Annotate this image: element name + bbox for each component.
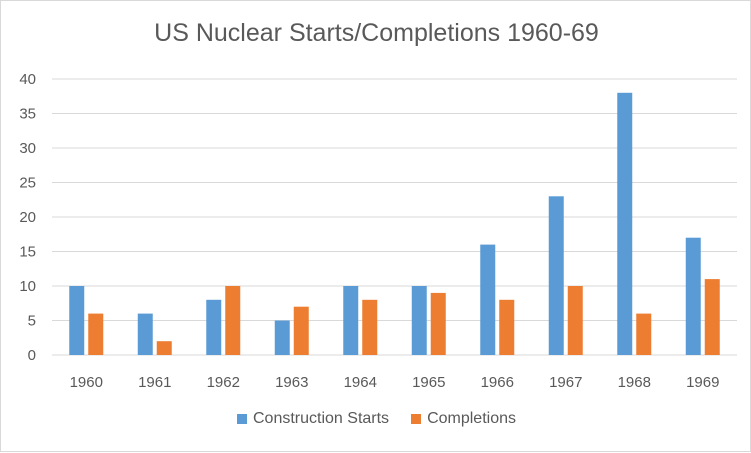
x-tick-label: 1968 <box>618 374 651 391</box>
legend-swatch-construction-starts <box>237 414 247 424</box>
y-tick-label: 10 <box>19 278 36 295</box>
bar-construction-starts-1968 <box>617 92 633 356</box>
bar-construction-starts-1964 <box>343 286 359 355</box>
bar-completions-1968 <box>636 313 652 355</box>
y-tick-label: 25 <box>19 175 36 192</box>
bar-completions-1963 <box>293 306 309 355</box>
x-tick-label: 1965 <box>412 374 445 391</box>
chart-legend: Construction Starts Completions <box>1 410 751 428</box>
chart-title: US Nuclear Starts/Completions 1960-69 <box>154 19 599 47</box>
y-tick-label: 30 <box>19 140 36 157</box>
x-tick-label: 1969 <box>686 374 719 391</box>
legend-label-completions: Completions <box>427 410 516 427</box>
bar-construction-starts-1960 <box>69 286 85 355</box>
bar-completions-1962 <box>225 286 241 355</box>
y-tick-label: 35 <box>19 106 36 123</box>
bar-construction-starts-1965 <box>411 286 427 355</box>
bar-completions-1966 <box>499 299 515 355</box>
bar-construction-starts-1966 <box>480 244 496 355</box>
y-tick-label: 15 <box>19 244 36 261</box>
bar-construction-starts-1969 <box>685 237 701 355</box>
x-tick-label: 1967 <box>549 374 582 391</box>
x-tick-label: 1966 <box>481 374 514 391</box>
legend-item-completions: Completions <box>411 410 516 428</box>
x-tick-label: 1962 <box>207 374 240 391</box>
x-tick-label: 1964 <box>344 374 377 391</box>
x-tick-label: 1960 <box>70 374 103 391</box>
bar-completions-1961 <box>156 341 172 355</box>
bar-construction-starts-1967 <box>548 196 564 355</box>
y-tick-label: 5 <box>28 313 36 330</box>
legend-item-construction-starts: Construction Starts <box>237 410 389 428</box>
x-tick-label: 1961 <box>138 374 171 391</box>
y-tick-label: 40 <box>19 71 36 88</box>
bar-construction-starts-1961 <box>137 313 153 355</box>
bar-completions-1967 <box>567 286 583 355</box>
legend-label-construction-starts: Construction Starts <box>253 410 390 427</box>
bar-construction-starts-1963 <box>274 320 290 355</box>
y-tick-label: 20 <box>19 209 36 226</box>
bar-completions-1969 <box>704 279 720 355</box>
bar-completions-1964 <box>362 299 378 355</box>
y-tick-label: 0 <box>28 347 36 364</box>
bar-completions-1965 <box>430 292 446 355</box>
bar-completions-1960 <box>88 313 104 355</box>
bar-construction-starts-1962 <box>206 299 222 355</box>
legend-swatch-completions <box>411 414 422 424</box>
x-tick-label: 1963 <box>275 374 308 391</box>
